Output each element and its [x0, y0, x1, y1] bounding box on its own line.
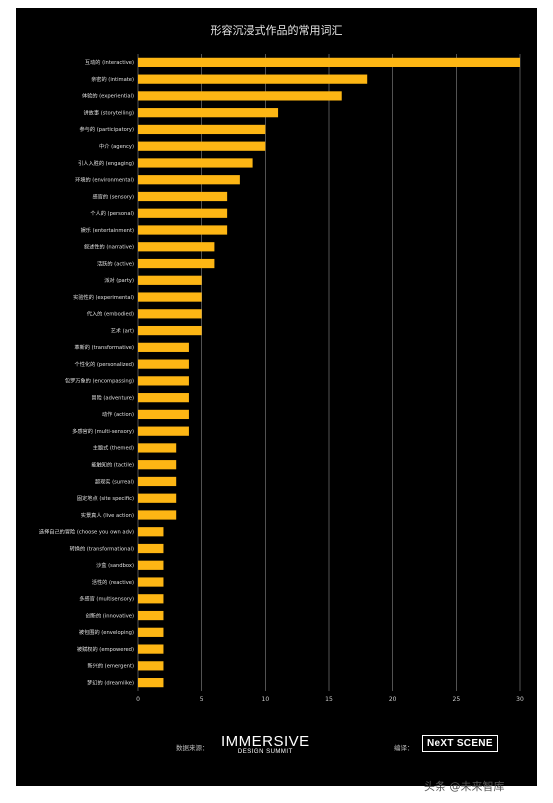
bar: [138, 191, 228, 202]
x-tick-label: 5: [200, 696, 204, 703]
category-label: 代入的 (embodied): [87, 310, 134, 318]
bar: [138, 678, 164, 688]
category-label: 多感官的 (multi-sensory): [72, 427, 134, 435]
bar: [138, 325, 202, 336]
category-label: 互动的 (interactive): [85, 58, 134, 66]
category-label: 新兴的 (emergent): [87, 662, 134, 670]
translate-label: 编译：: [394, 744, 414, 752]
category-label: 艺术 (art): [111, 326, 134, 334]
category-label: 讲故事 (storytelling): [83, 108, 134, 116]
category-label: 主题式 (themed): [93, 444, 134, 452]
bar: [138, 225, 228, 235]
bar: [138, 359, 189, 369]
category-label: 活性的 (reactive): [92, 578, 134, 586]
x-tick-label: 15: [325, 696, 333, 703]
category-label: 选择自己的冒险 (choose you own adv): [39, 528, 134, 536]
bar: [138, 476, 177, 487]
bar: [138, 258, 215, 269]
category-label: 个性化的 (personalized): [75, 360, 135, 368]
bar: [138, 443, 177, 453]
category-label: 引人入胜的 (engaging): [78, 159, 134, 167]
bar: [138, 91, 342, 101]
category-label: 活跃的 (active): [97, 259, 134, 267]
bar: [138, 560, 164, 570]
category-label: 沙盒 (sandbox): [96, 561, 134, 569]
category-label: 感官的 (sensory): [92, 192, 134, 200]
bar: [138, 292, 202, 302]
x-tick-label: 10: [262, 696, 270, 703]
category-label: 亲密的 (intimate): [91, 75, 134, 83]
category-label: 冒险 (adventure): [91, 393, 134, 401]
category-label: 多感官 (multisensory): [79, 595, 134, 603]
chart-panel: 形容沉浸式作品的常用词汇 0 5 10 15 20 25 30 互动的 (interactiv…: [16, 8, 537, 786]
category-label: 固定地点 (site specific): [77, 494, 134, 502]
bar: [138, 242, 215, 252]
category-label: 被赋权的 (empowered): [77, 645, 134, 653]
bar: [138, 610, 164, 621]
bar: [138, 208, 228, 218]
bar: [138, 124, 266, 135]
bar: [138, 527, 164, 537]
immersive-logo-subtext: DESIGN SUMMIT: [237, 749, 293, 755]
next-scene-logo: NeXT SCENE: [422, 735, 498, 752]
bar: [138, 627, 164, 637]
bar-chart: 0 5 10 15 20 25 30 互动的 (interactive) 亲密的 (intima…: [39, 54, 524, 703]
category-label: 被包围的 (enveloping): [79, 628, 134, 636]
category-label: 参与的 (participatory): [79, 125, 134, 133]
bar: [138, 309, 202, 319]
category-label: 环境的 (environmental): [75, 176, 134, 184]
bar: [138, 393, 189, 403]
chart-title: 形容沉浸式作品的常用词汇: [210, 24, 343, 37]
immersive-logo-text: IMMERSIVE: [221, 733, 310, 750]
immersive-design-summit-logo: IMMERSIVE DESIGN SUMMIT: [221, 734, 310, 755]
bar: [138, 543, 164, 554]
bar: [138, 57, 520, 67]
category-label: 创新的 (innovative): [86, 611, 134, 619]
bar: [138, 376, 189, 386]
x-tick-label: 30: [516, 696, 524, 703]
category-label: 动作 (action): [102, 410, 134, 418]
bar: [138, 594, 164, 604]
category-label: 体验的 (experiential): [82, 92, 134, 100]
bar: [138, 175, 240, 185]
bar: [138, 644, 164, 654]
bar: [138, 74, 368, 84]
category-label: 个人的 (personal): [90, 209, 134, 217]
category-label: 超现实 (surreal): [95, 477, 134, 485]
source-label: 数据来源：: [176, 744, 209, 752]
bar: [138, 661, 164, 671]
bar: [138, 342, 189, 352]
bar: [138, 141, 266, 151]
bar: [138, 409, 189, 420]
category-label: 实验性的 (experimental): [73, 293, 134, 301]
bar: [138, 426, 189, 436]
category-label: 派对 (party): [104, 276, 134, 284]
category-label: 包罗万象的 (encompassing): [65, 377, 134, 385]
x-tick-label: 20: [389, 696, 397, 703]
bar: [138, 158, 253, 168]
category-label: 能触知的 (tactile): [91, 460, 134, 468]
category-label: 革新的 (transformative): [74, 343, 134, 351]
x-tick-label: 25: [453, 696, 461, 703]
bar: [138, 108, 279, 118]
category-label: 实景真人 (live action): [81, 511, 134, 519]
category-label: 转换的 (transformational): [70, 544, 134, 552]
bar: [138, 493, 177, 503]
x-tick-label: 0: [136, 696, 140, 703]
category-label: 娱乐 (entertainment): [81, 226, 134, 234]
bar: [138, 460, 177, 470]
category-label: 中介 (agency): [99, 142, 134, 150]
bar: [138, 275, 202, 285]
watermark: 头条 @未来智库: [424, 780, 505, 793]
category-label: 叙述性的 (narrative): [84, 243, 134, 251]
category-label: 梦幻的 (dreamlike): [87, 678, 134, 686]
bar: [138, 577, 164, 587]
bar: [138, 510, 177, 520]
